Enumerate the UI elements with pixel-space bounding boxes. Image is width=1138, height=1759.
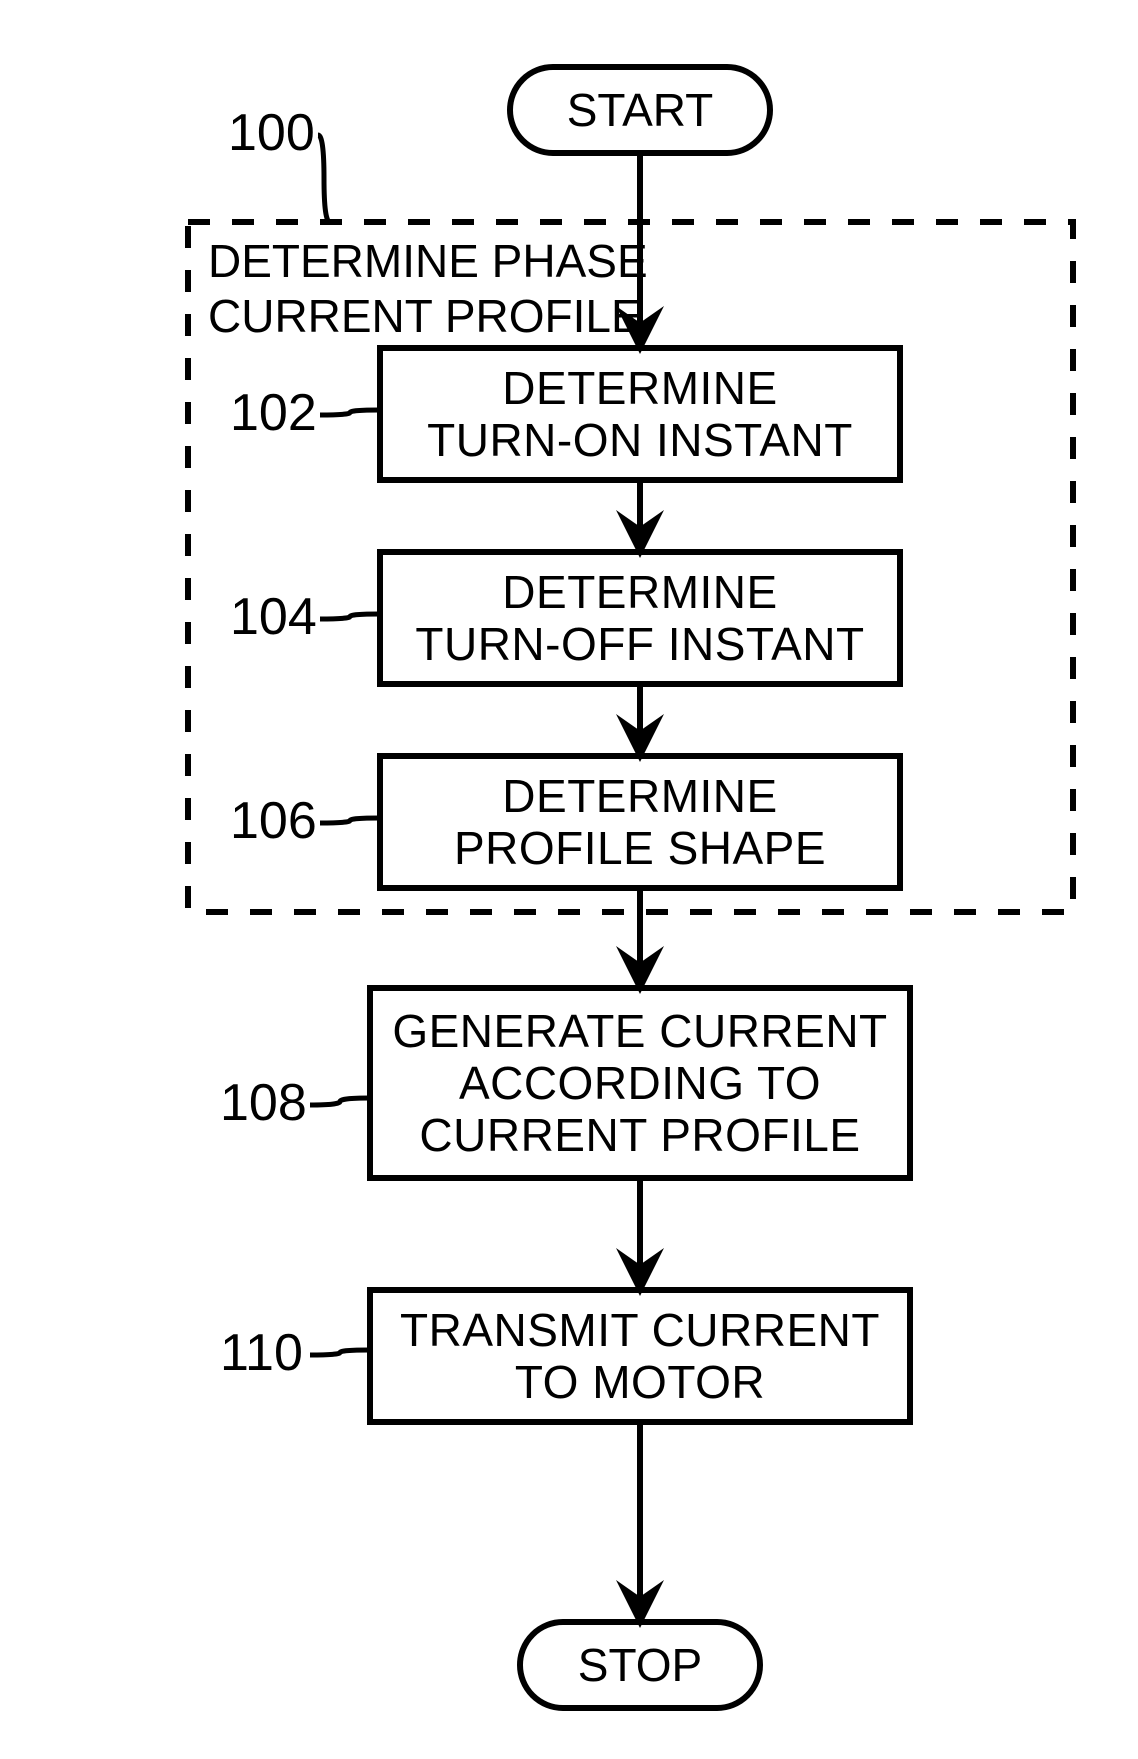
process-box-104-line2: TURN-OFF INSTANT [415,618,864,670]
ref-tick-110 [310,1350,370,1355]
group-title-line1: DETERMINE PHASE [208,235,648,287]
ref-tick-104 [320,614,380,619]
process-box-108: GENERATE CURRENTACCORDING TOCURRENT PROF… [370,988,910,1178]
ref-tick-106 [320,818,380,823]
ref-tick-108 [310,1098,370,1105]
process-box-108-line1: GENERATE CURRENT [392,1005,887,1057]
terminal-start: START [510,67,770,153]
process-box-108-line3: CURRENT PROFILE [419,1109,860,1161]
process-box-110-line1: TRANSMIT CURRENT [400,1304,880,1356]
process-box-108-line2: ACCORDING TO [459,1057,821,1109]
process-box-104: DETERMINETURN-OFF INSTANT [380,552,900,684]
process-box-102-line2: TURN-ON INSTANT [427,414,853,466]
process-box-110-line2: TO MOTOR [515,1356,765,1408]
flowchart-svg: DETERMINE PHASE CURRENT PROFILE START ST… [0,0,1138,1759]
ref-label-106: 106 [230,792,317,850]
ref-label-104: 104 [230,588,317,646]
ref-tick-102 [320,410,380,415]
process-box-110: TRANSMIT CURRENTTO MOTOR [370,1290,910,1422]
ref-label-110: 110 [220,1324,303,1382]
ref-label-100: 100 [228,104,315,162]
terminal-start-label: START [567,84,714,136]
process-box-106-line1: DETERMINE [502,770,777,822]
terminal-stop-label: STOP [578,1639,702,1691]
ref-tick-100 [318,135,330,222]
process-box-102-line1: DETERMINE [502,362,777,414]
process-box-104-line1: DETERMINE [502,566,777,618]
process-box-106: DETERMINEPROFILE SHAPE [380,756,900,888]
process-box-102: DETERMINETURN-ON INSTANT [380,348,900,480]
process-box-106-line2: PROFILE SHAPE [454,822,826,874]
ref-label-102: 102 [230,384,317,442]
terminal-stop: STOP [520,1622,760,1708]
group-title-line2: CURRENT PROFILE [208,290,642,342]
ref-label-108: 108 [220,1074,307,1132]
